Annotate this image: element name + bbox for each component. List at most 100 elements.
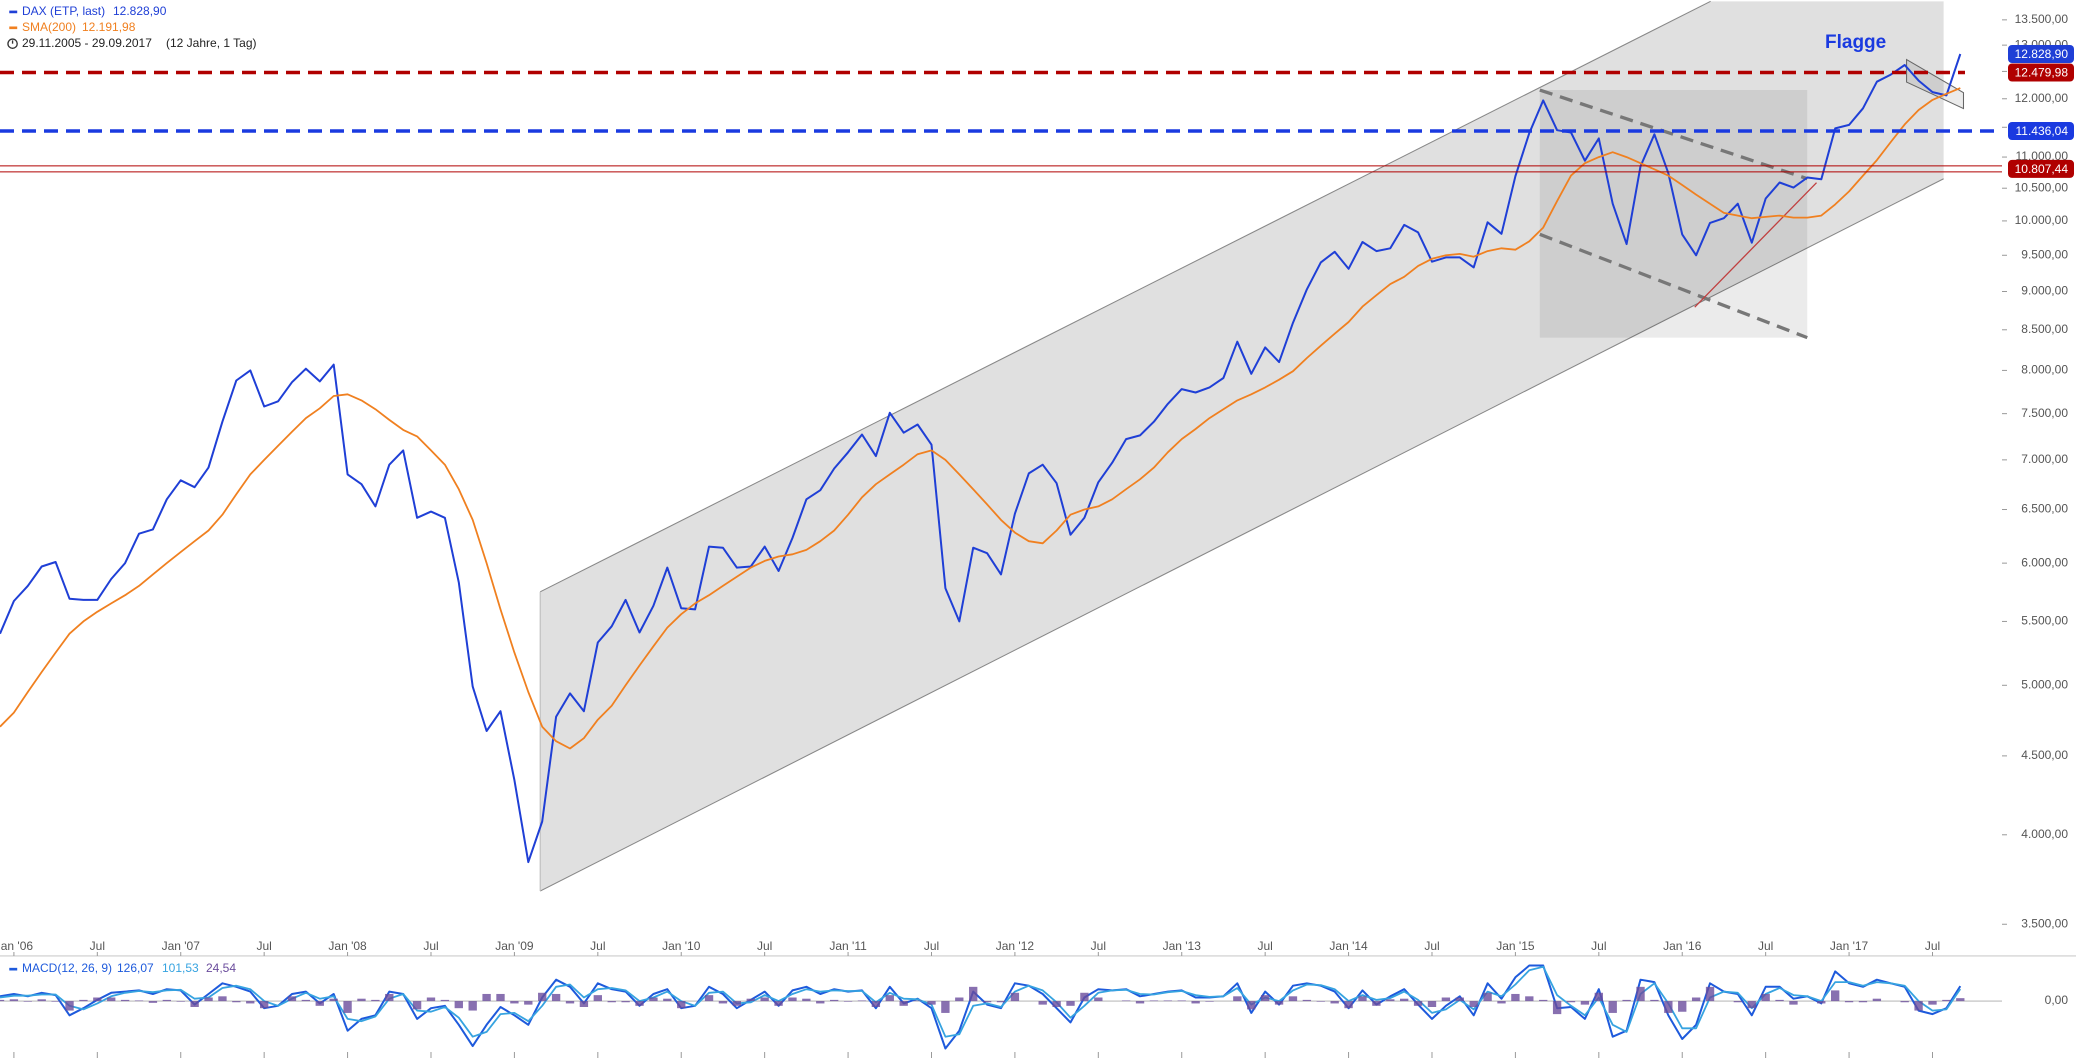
histogram-bar bbox=[1636, 986, 1645, 1002]
x-tick-label: Jan '13 bbox=[1163, 939, 1202, 953]
x-tick-label: Jul bbox=[1591, 939, 1606, 953]
y-tick-label: 5.500,00 bbox=[2021, 614, 2068, 628]
histogram-bar bbox=[885, 995, 894, 1002]
histogram-bar bbox=[1441, 997, 1451, 1002]
histogram-bar bbox=[107, 997, 116, 1002]
correction-zone bbox=[1539, 90, 1808, 338]
histogram-bar bbox=[1497, 1001, 1506, 1004]
histogram-bar bbox=[385, 993, 394, 1002]
histogram-bar bbox=[1789, 1001, 1798, 1005]
histogram-bar bbox=[1066, 1001, 1075, 1006]
histogram-bar bbox=[426, 997, 436, 1002]
histogram-bar bbox=[343, 1001, 352, 1013]
channel-upper bbox=[539, 0, 1711, 593]
histogram-bar bbox=[760, 997, 769, 1002]
histogram-bar bbox=[246, 1001, 255, 1004]
x-tick-label: Jan '09 bbox=[495, 939, 534, 953]
y-tick-label: 11.000,00 bbox=[2016, 149, 2069, 163]
histogram-bar bbox=[162, 999, 172, 1002]
histogram-bar bbox=[190, 1001, 199, 1007]
histogram-bar bbox=[23, 1001, 32, 1002]
histogram-bar bbox=[1664, 1001, 1673, 1013]
histogram-bar bbox=[1205, 1001, 1214, 1002]
histogram-bar bbox=[718, 1001, 728, 1004]
histogram-bar bbox=[1386, 999, 1395, 1002]
y-tick-label: 10.000,00 bbox=[2015, 213, 2069, 227]
histogram-bar bbox=[1233, 996, 1242, 1002]
histogram-bar bbox=[1858, 1001, 1868, 1003]
level-label: 12.479,98 bbox=[2015, 66, 2069, 80]
last-price-label: 12.828,90 bbox=[2015, 47, 2069, 61]
histogram-bar bbox=[412, 1001, 422, 1010]
histogram-bar bbox=[1552, 1001, 1562, 1015]
histogram-bar bbox=[232, 1001, 241, 1003]
x-tick-label: Jul bbox=[590, 939, 605, 953]
y-tick-label: 6.500,00 bbox=[2021, 502, 2068, 516]
histogram-bar bbox=[510, 1001, 519, 1004]
histogram-bar bbox=[482, 993, 491, 1002]
histogram-bar bbox=[1761, 993, 1770, 1002]
histogram-bar bbox=[1608, 1001, 1617, 1013]
histogram-bar bbox=[1872, 998, 1882, 1002]
y-tick-label: 10.500,00 bbox=[2015, 180, 2069, 194]
series-line bbox=[0, 53, 1962, 864]
histogram-bar bbox=[287, 996, 297, 1002]
x-tick-label: Jul bbox=[1424, 939, 1439, 953]
histogram-bar bbox=[1455, 997, 1464, 1002]
histogram-bar bbox=[371, 999, 380, 1002]
histogram-bar bbox=[843, 1001, 853, 1002]
histogram-bar bbox=[65, 1001, 74, 1011]
legend-value: 24,54 bbox=[206, 961, 236, 975]
histogram-bar bbox=[1691, 997, 1701, 1002]
histogram-bar bbox=[1928, 1001, 1937, 1005]
histogram-bar bbox=[148, 1001, 158, 1003]
histogram-bar bbox=[468, 1001, 477, 1011]
x-tick-label: Jul bbox=[90, 939, 105, 953]
histogram-bar bbox=[1413, 1001, 1423, 1006]
x-tick-label: Jan '10 bbox=[662, 939, 701, 953]
x-tick-label: Jan '07 bbox=[162, 939, 201, 953]
histogram-bar bbox=[927, 1001, 936, 1005]
histogram-bar bbox=[1080, 992, 1089, 1002]
histogram-bar bbox=[1177, 1000, 1186, 1002]
histogram-bar bbox=[1260, 995, 1270, 1002]
histogram-bar bbox=[1844, 1001, 1854, 1003]
histogram-bar bbox=[913, 1000, 922, 1002]
y-tick-label: 13.500,00 bbox=[2015, 12, 2069, 26]
histogram-bar bbox=[1010, 992, 1020, 1002]
histogram-bar bbox=[496, 993, 505, 1002]
histogram-bar bbox=[1135, 1001, 1145, 1004]
histogram-bar bbox=[315, 1001, 324, 1006]
histogram-bar bbox=[1566, 1001, 1576, 1003]
histogram-bar bbox=[746, 998, 755, 1002]
histogram-bar bbox=[1372, 1001, 1381, 1006]
histogram-bar bbox=[969, 986, 978, 1002]
indicator-title: MACD(12, 26, 9) bbox=[22, 961, 112, 975]
histogram-bar bbox=[1830, 990, 1840, 1002]
correction-lower bbox=[1539, 232, 1808, 340]
histogram-bar bbox=[621, 1001, 630, 1003]
histogram-bar bbox=[871, 1001, 881, 1007]
annotation: Flagge bbox=[1825, 32, 1886, 53]
histogram-bar bbox=[649, 997, 658, 1002]
histogram-bar bbox=[440, 999, 450, 1002]
histogram-bar bbox=[1525, 996, 1534, 1002]
histogram-bar bbox=[732, 1001, 742, 1006]
histogram-bar bbox=[1747, 1001, 1756, 1009]
histogram-bar bbox=[607, 1001, 616, 1003]
y-tick-label: 8.500,00 bbox=[2021, 322, 2068, 336]
x-tick-label: Jul bbox=[423, 939, 438, 953]
histogram-bar bbox=[996, 1001, 1006, 1003]
histogram-bar bbox=[1678, 1001, 1687, 1012]
legend-label: SMA(200) bbox=[22, 20, 76, 34]
histogram-bar bbox=[1900, 1001, 1909, 1003]
x-tick-label: Jul bbox=[1758, 939, 1773, 953]
histogram-bar bbox=[1956, 998, 1965, 1002]
y-tick-label: 7.000,00 bbox=[2021, 452, 2068, 466]
correction-upper bbox=[1539, 88, 1808, 181]
histogram-bar bbox=[704, 995, 714, 1002]
level-label: 10.807,44 bbox=[2015, 162, 2069, 176]
histogram-bar bbox=[120, 999, 130, 1002]
series-line bbox=[0, 964, 1962, 1050]
